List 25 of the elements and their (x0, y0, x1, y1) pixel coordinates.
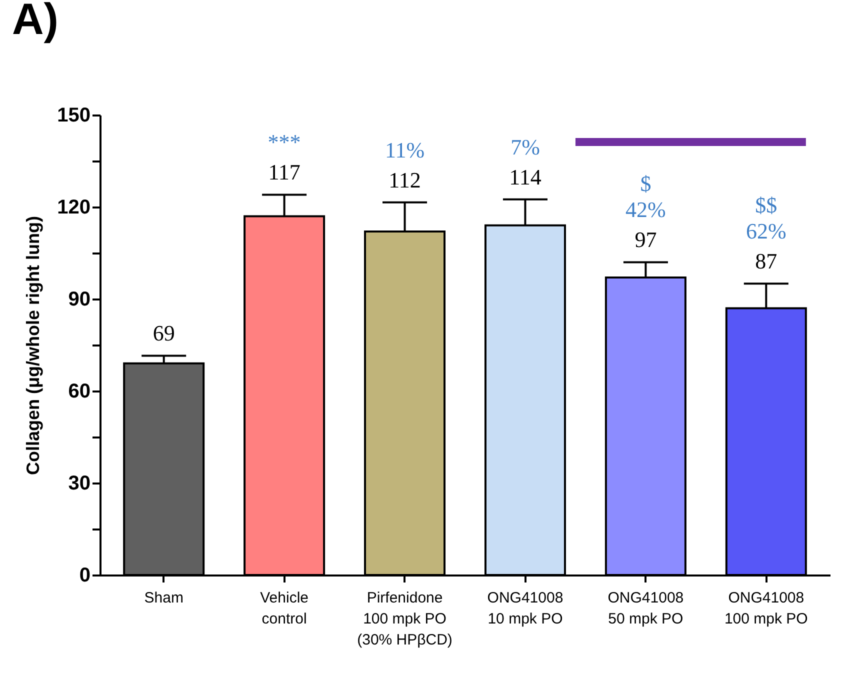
y-tick-label: 90 (68, 288, 90, 310)
x-tick-label: ONG41008 50 mpk PO (608, 590, 684, 628)
x-tick-label: Vehicle control (260, 590, 308, 628)
chart-title: A) (12, 0, 58, 44)
y-tick-label: 60 (68, 380, 90, 402)
y-tick-label: 30 (68, 472, 90, 494)
data-label: 114 (509, 164, 542, 190)
data-label: 87 (755, 248, 778, 274)
y-tick-label: 0 (79, 564, 90, 586)
annotation: *** (268, 130, 301, 155)
data-label: 112 (388, 167, 421, 192)
x-tick-label: ONG41008 100 mpk PO (724, 590, 808, 628)
annotation: 11% (385, 137, 425, 162)
annotation: $ 42% (626, 171, 666, 222)
y-tick-label: 150 (57, 104, 90, 126)
x-tick-label: ONG41008 10 mpk PO (487, 590, 564, 628)
y-tick-label: 120 (57, 196, 90, 218)
annotation: $$ 62% (746, 192, 786, 244)
data-label: 117 (268, 160, 300, 185)
annotation: 7% (510, 134, 540, 160)
x-tick-label: Sham (144, 590, 184, 606)
data-label: 69 (152, 320, 175, 346)
y-axis-title: Collagen (μg/whole right lung) (23, 216, 44, 475)
data-label: 97 (634, 227, 657, 252)
x-tick-label: Pirfenidone 100 mpk PO (30% HPβCD) (357, 590, 452, 648)
